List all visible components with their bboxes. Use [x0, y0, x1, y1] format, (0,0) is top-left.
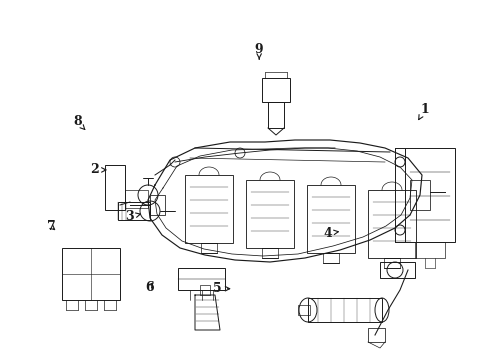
Text: 1: 1	[418, 103, 428, 120]
Text: 5: 5	[213, 282, 229, 295]
Text: 3: 3	[125, 210, 140, 223]
Text: 2: 2	[90, 163, 106, 176]
Text: 8: 8	[73, 115, 84, 130]
Text: 9: 9	[254, 43, 263, 59]
Text: 7: 7	[47, 220, 56, 233]
Text: 4: 4	[323, 227, 338, 240]
Text: 6: 6	[144, 281, 153, 294]
